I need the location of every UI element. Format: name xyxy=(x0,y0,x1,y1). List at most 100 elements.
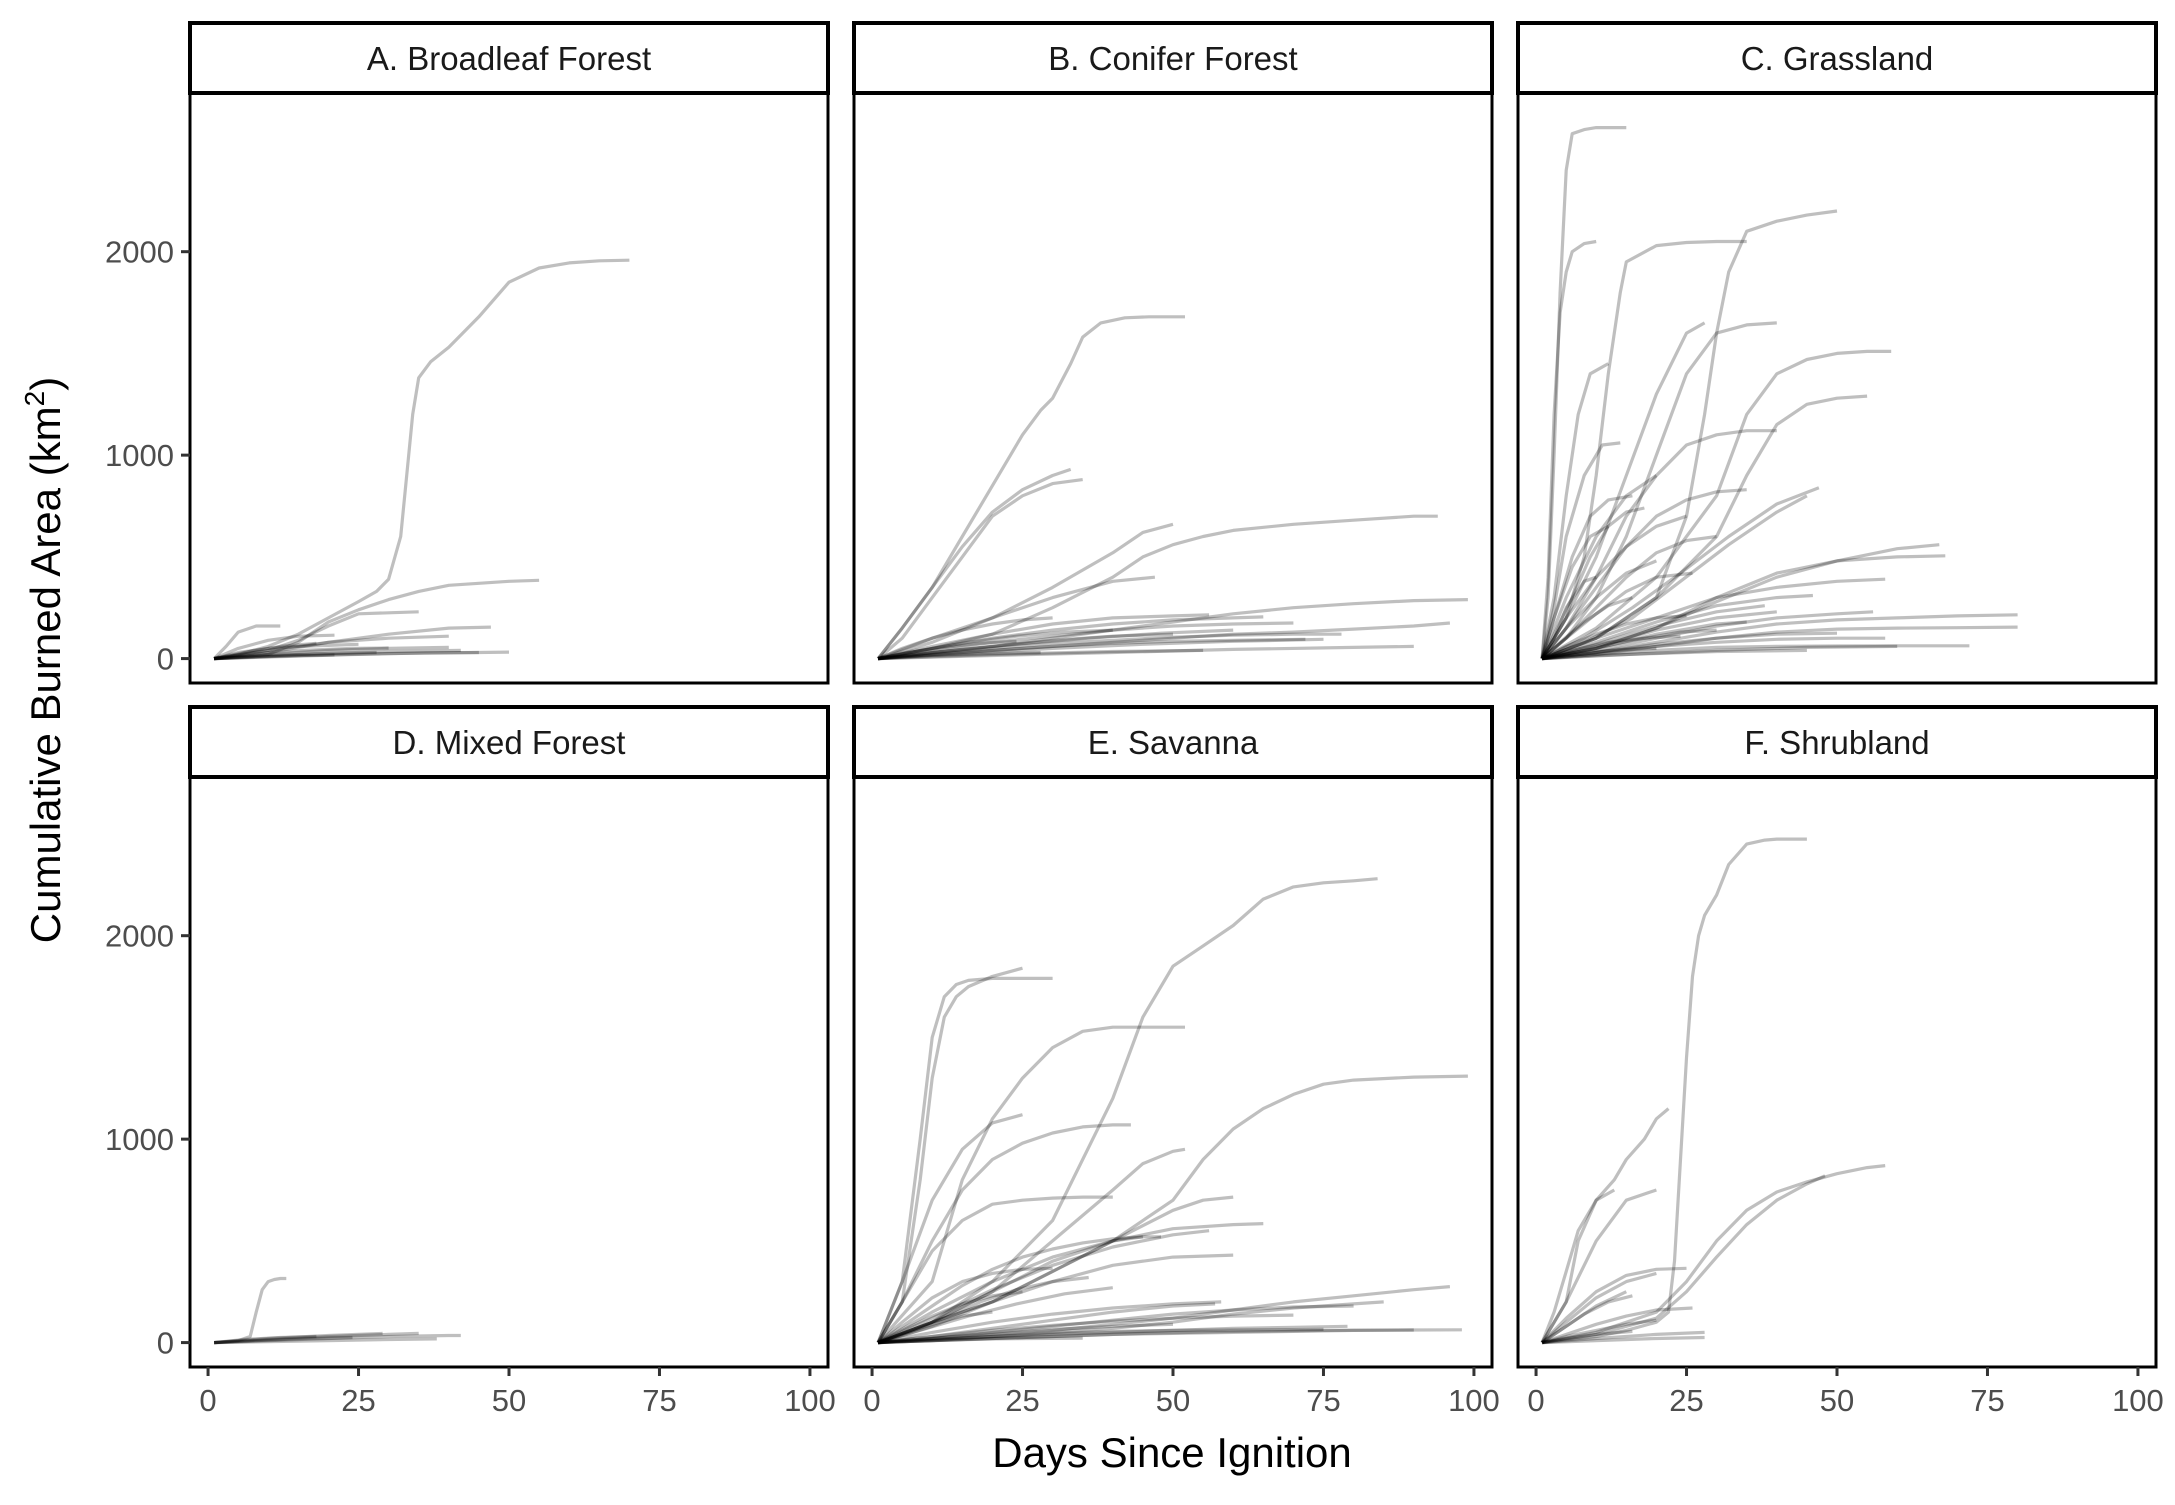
x-tick-label: 25 xyxy=(1669,1383,1703,1418)
series-group xyxy=(876,877,1468,1345)
series-line xyxy=(877,1253,1234,1345)
y-tick-label: 2000 xyxy=(105,919,174,954)
series-line xyxy=(877,632,1342,661)
series-line xyxy=(1541,646,1657,661)
series-line xyxy=(1541,620,1747,661)
series-line xyxy=(1540,524,1610,660)
series-line xyxy=(877,1147,1186,1345)
series-line xyxy=(1541,1318,1657,1345)
series-line xyxy=(1540,514,1688,660)
x-tick-label: 75 xyxy=(1306,1383,1340,1418)
series-group xyxy=(1540,837,1886,1345)
series-line xyxy=(1540,494,1633,660)
series-group xyxy=(1540,126,2018,661)
series-line xyxy=(877,1235,1144,1344)
series-line xyxy=(877,628,1113,661)
series-line xyxy=(877,1300,1222,1345)
series-line xyxy=(878,648,1204,661)
panel-border xyxy=(1516,775,2158,1369)
series-line xyxy=(878,1300,1384,1345)
series-line xyxy=(876,1113,1023,1344)
series-line xyxy=(877,613,1210,661)
series-line xyxy=(1541,634,1681,661)
x-tick-label: 100 xyxy=(2112,1383,2164,1418)
facet-strip xyxy=(1516,21,2158,95)
series-line xyxy=(878,1327,1324,1345)
facet-title: D. Mixed Forest xyxy=(393,724,626,761)
y-axis-title: Cumulative Burned Area (km2) xyxy=(19,377,69,943)
series-line xyxy=(877,478,1083,660)
series-line xyxy=(877,615,1264,661)
series-line xyxy=(877,877,1378,1345)
facet-strip xyxy=(188,21,830,95)
series-line xyxy=(877,1304,1354,1345)
facet-title: B. Conifer Forest xyxy=(1048,40,1297,77)
series-line xyxy=(878,637,1324,661)
series-line xyxy=(214,648,461,661)
series-line xyxy=(876,1025,1185,1344)
series-line xyxy=(213,258,630,661)
series-line xyxy=(876,467,1072,660)
series-line xyxy=(1542,1335,1705,1345)
series-line xyxy=(213,634,449,661)
x-tick-label: 25 xyxy=(1005,1383,1039,1418)
x-tick-label: 100 xyxy=(1448,1383,1500,1418)
series-line xyxy=(877,632,1174,661)
series-line xyxy=(1541,394,1868,661)
series-line xyxy=(213,578,540,661)
series-line xyxy=(214,650,377,661)
series-line xyxy=(1540,506,1645,660)
series-line xyxy=(213,1331,383,1345)
series-line xyxy=(1541,554,1946,661)
series-line xyxy=(877,1302,1216,1345)
series-line xyxy=(213,641,317,661)
series-line xyxy=(878,1324,1348,1345)
series-line xyxy=(878,1336,1083,1345)
series-line xyxy=(876,315,1185,660)
series-line xyxy=(1540,441,1621,659)
series-line xyxy=(1540,559,1658,660)
series-line xyxy=(876,966,1023,1344)
series-line xyxy=(1541,596,1633,660)
panel-border xyxy=(1516,91,2158,685)
x-tick-label: 75 xyxy=(642,1383,676,1418)
series-line xyxy=(877,1074,1468,1345)
series-line xyxy=(877,1266,1053,1344)
series-line xyxy=(1541,577,1886,661)
series-line xyxy=(1541,625,2018,661)
series-line xyxy=(877,621,1451,661)
series-line xyxy=(878,644,1414,661)
series-line xyxy=(1541,628,1717,661)
series-line xyxy=(212,624,281,660)
facet-panel: F. Shrubland 0 25 50 75 100 xyxy=(1516,705,2164,1418)
facet-title: F. Shrubland xyxy=(1744,724,1929,761)
y-tick-label: 0 xyxy=(157,1326,174,1361)
series-line xyxy=(1541,349,1892,660)
facet-strip xyxy=(188,705,830,779)
series-line xyxy=(1540,1266,1687,1344)
series-line xyxy=(877,1222,1264,1345)
series-line xyxy=(877,621,1294,661)
series-line xyxy=(1540,474,1658,660)
series-line xyxy=(1541,1290,1627,1344)
series-line xyxy=(1541,321,1777,660)
series-line xyxy=(214,653,335,661)
series-line xyxy=(1541,593,1813,661)
series-line xyxy=(214,1335,353,1345)
series-line xyxy=(1541,1306,1693,1345)
series-line xyxy=(877,1275,1089,1345)
series-line xyxy=(214,1331,419,1345)
series-line xyxy=(1541,1330,1705,1345)
series-line xyxy=(1540,1188,1616,1344)
series-group xyxy=(213,1276,461,1345)
series-line xyxy=(877,1322,1174,1345)
series-line xyxy=(213,1276,287,1345)
series-line xyxy=(878,1328,1462,1345)
series-line xyxy=(1541,613,2018,661)
series-line xyxy=(877,616,1053,661)
series-line xyxy=(878,650,1041,661)
series-group xyxy=(876,315,1468,661)
y-tick-label: 0 xyxy=(157,642,174,677)
series-line xyxy=(1541,543,1940,661)
